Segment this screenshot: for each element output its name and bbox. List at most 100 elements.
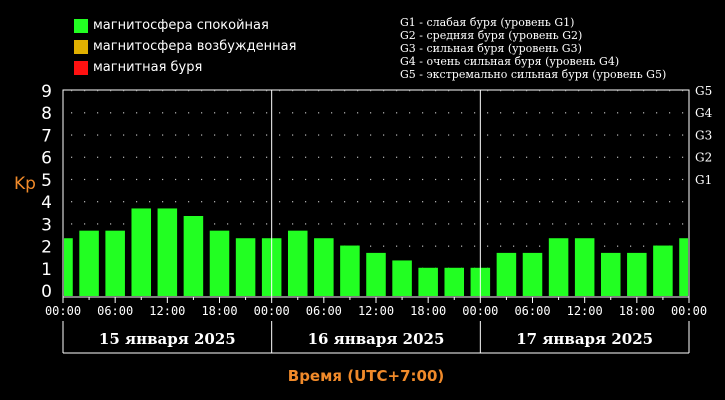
grid-dot	[84, 90, 86, 92]
storm-level-g1: G1 - слабая буря (уровень G1)	[400, 16, 575, 29]
grid-dot	[331, 201, 333, 203]
grid-dot	[240, 112, 242, 114]
kp-bar	[105, 230, 125, 296]
x-tick-label: 12:00	[567, 304, 603, 318]
grid-dot	[513, 223, 515, 225]
grid-dot	[656, 201, 658, 203]
kp-bar	[574, 238, 595, 296]
kp-bar	[392, 260, 412, 296]
grid-dot	[500, 90, 502, 92]
grid-dot	[526, 90, 528, 92]
grid-dot	[435, 134, 437, 136]
grid-dot	[214, 178, 216, 181]
grid-dot	[227, 112, 229, 114]
grid-dot	[435, 112, 437, 114]
grid-dot	[643, 156, 645, 158]
x-tick-label: 18:00	[201, 304, 237, 318]
grid-dot	[266, 201, 268, 203]
grid-dot	[305, 178, 307, 181]
grid-dot	[539, 223, 541, 225]
grid-dot	[422, 90, 424, 92]
grid-dot	[448, 112, 450, 114]
grid-dot	[240, 156, 242, 158]
grid-dot	[253, 178, 255, 181]
grid-dot	[110, 223, 112, 225]
grid-dot	[539, 90, 541, 92]
grid-dot	[71, 201, 73, 203]
grid-dot	[643, 90, 645, 92]
grid-dot	[565, 112, 567, 114]
grid-dot	[669, 178, 671, 181]
grid-dot	[656, 134, 658, 136]
x-tick-label: 00:00	[462, 304, 498, 318]
grid-dot	[474, 178, 476, 181]
y-tick-label: 0	[41, 282, 52, 302]
grid-dot	[344, 134, 346, 136]
grid-dot	[253, 90, 255, 92]
grid-dot	[214, 156, 216, 158]
grid-dot	[474, 112, 476, 114]
grid-dot	[201, 156, 203, 158]
grid-dot	[110, 156, 112, 158]
grid-dot	[565, 134, 567, 136]
grid-dot	[578, 112, 580, 114]
grid-dot	[84, 178, 86, 181]
grid-dot	[500, 245, 502, 247]
legend-swatch-excited	[74, 39, 88, 54]
grid-dot	[266, 223, 268, 225]
grid-dot	[526, 223, 528, 225]
storm-level-g5: G5 - экстремально сильная буря (уровень …	[400, 68, 667, 81]
grid-dot	[643, 134, 645, 136]
grid-dot	[175, 90, 177, 92]
grid-dot	[84, 223, 86, 225]
legend-swatch-storm	[74, 60, 88, 75]
grid-dot	[344, 178, 346, 181]
grid-dot	[487, 112, 489, 114]
grid-dot	[318, 156, 320, 158]
kp-bar	[653, 245, 673, 296]
grid-dot	[97, 201, 99, 203]
grid-dot	[539, 245, 541, 247]
grid-dot	[84, 112, 86, 114]
grid-dot	[84, 201, 86, 203]
grid-dot	[188, 156, 190, 158]
day-label: 16 января 2025	[308, 330, 445, 348]
grid-dot	[513, 90, 515, 92]
kp-bar	[627, 252, 647, 296]
legend-item-storm: магнитная буря	[74, 57, 296, 78]
grid-dot	[513, 178, 515, 181]
grid-dot	[357, 156, 359, 158]
grid-dot	[669, 112, 671, 114]
storm-level-g2: G2 - средняя буря (уровень G2)	[400, 29, 583, 42]
grid-dot	[656, 90, 658, 92]
grid-dot	[136, 201, 138, 203]
grid-dot	[227, 201, 229, 203]
grid-dot	[292, 178, 294, 181]
grid-dot	[526, 178, 528, 181]
grid-dot	[409, 112, 411, 114]
grid-dot	[97, 156, 99, 158]
grid-dot	[604, 223, 606, 225]
grid-dot	[565, 223, 567, 225]
grid-dot	[409, 156, 411, 158]
grid-dot	[162, 178, 164, 181]
grid-dot	[162, 112, 164, 114]
grid-dot	[253, 112, 255, 114]
storm-level-g3: G3 - сильная буря (уровень G3)	[400, 42, 582, 55]
y-tick-label: 3	[41, 215, 52, 235]
grid-dot	[552, 90, 554, 92]
grid-dot	[500, 112, 502, 114]
kp-bar	[235, 238, 256, 296]
grid-dot	[370, 223, 372, 225]
grid-dot	[279, 134, 281, 136]
kp-bar	[79, 230, 99, 296]
grid-dot	[513, 245, 515, 247]
grid-dot	[604, 201, 606, 203]
grid-dot	[396, 90, 398, 92]
grid-dot	[513, 112, 515, 114]
grid-dot	[175, 112, 177, 114]
grid-dot	[630, 201, 632, 203]
y-tick-label: 1	[41, 260, 52, 280]
grid-dot	[448, 156, 450, 158]
